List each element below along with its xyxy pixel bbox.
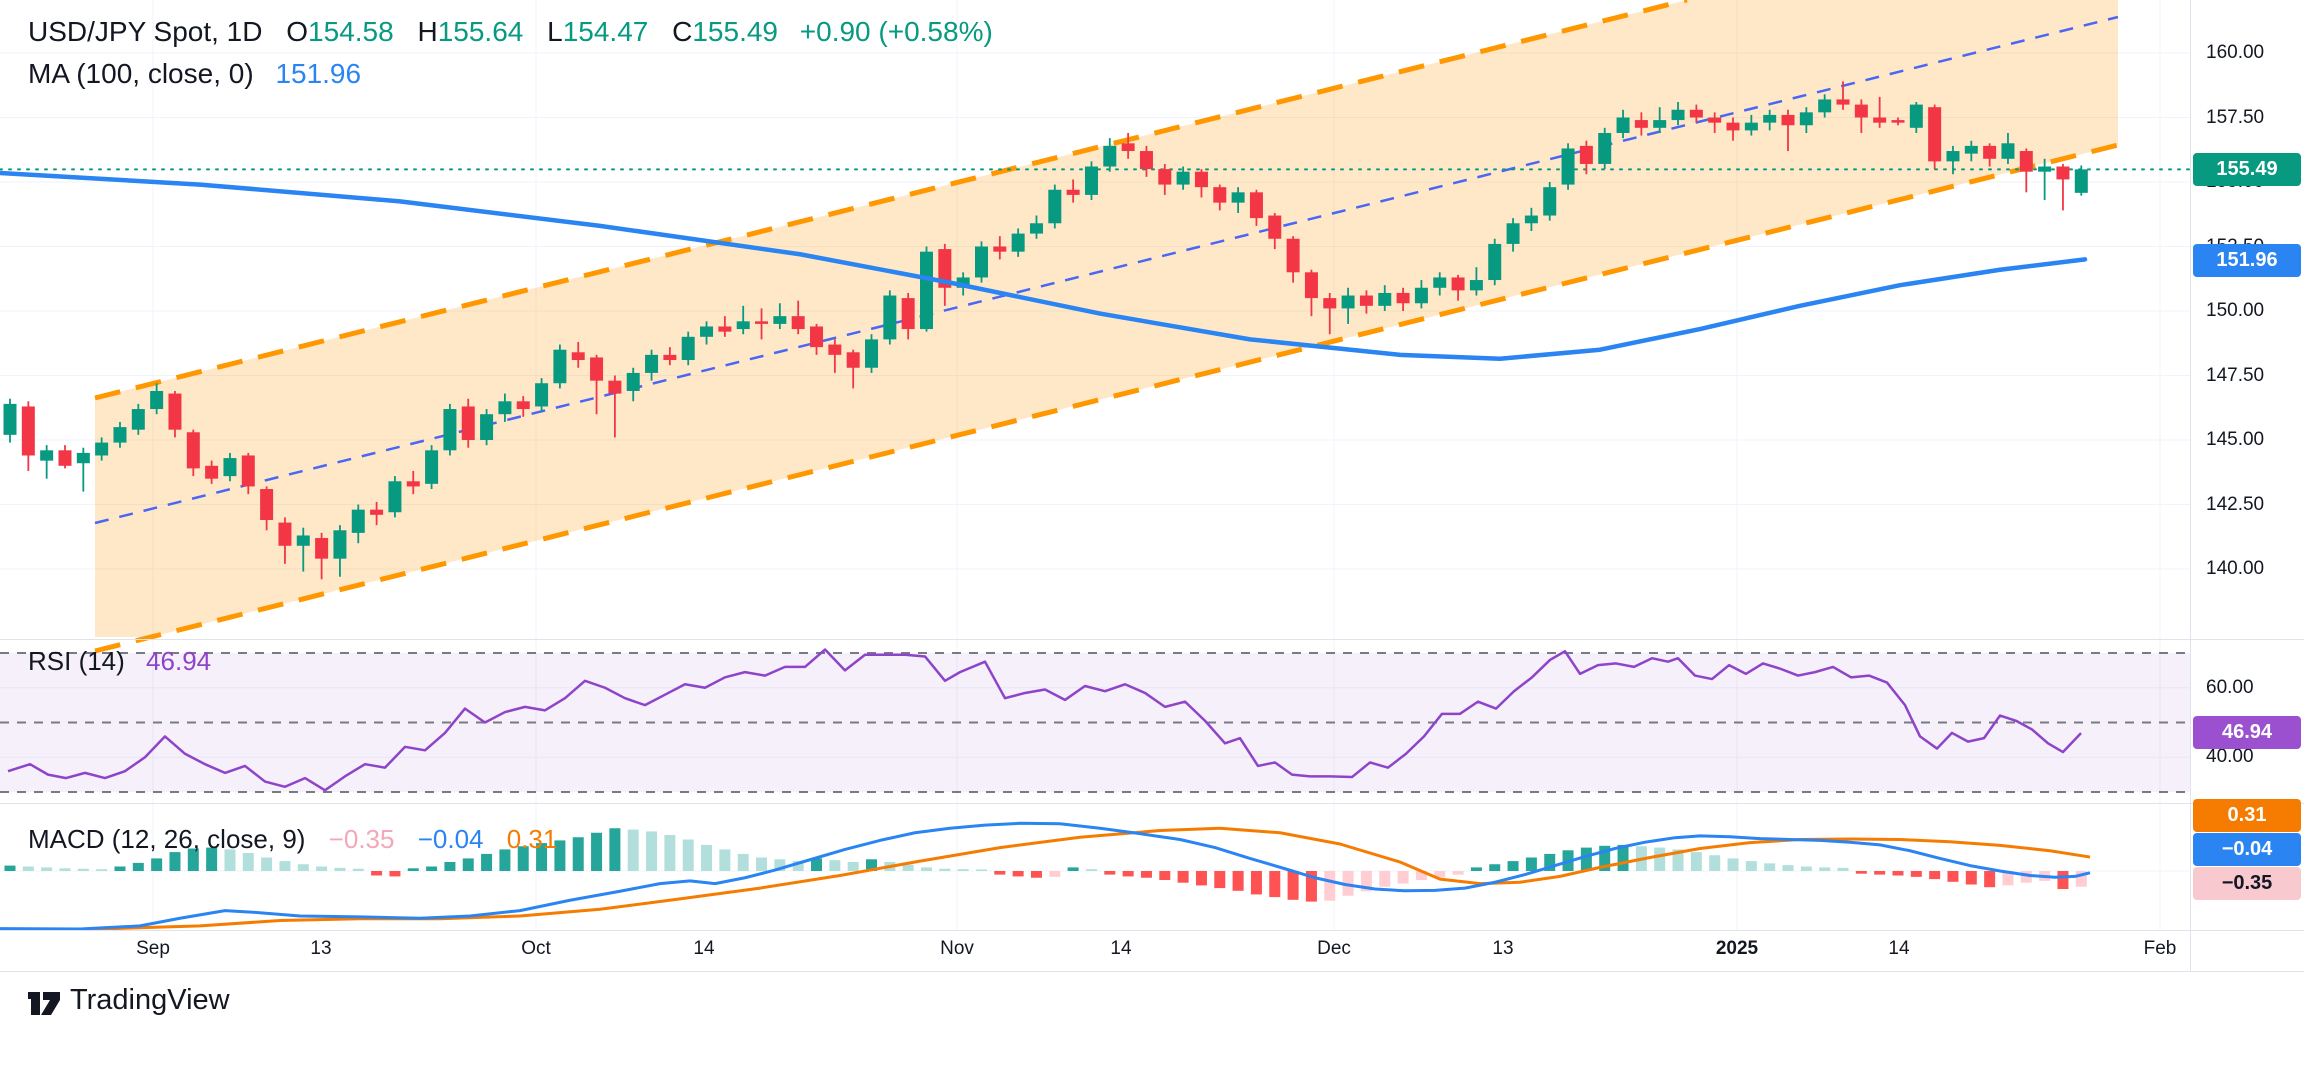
time-axis-label: Sep [136,938,170,959]
chart-bottom-border [0,971,2304,972]
time-axis-label: 14 [1888,938,1910,959]
tradingview-logo-text: TradingView [70,984,230,1016]
macd-pane-legend: MACD (12, 26, close, 9) −0.35 −0.04 0.31 [28,824,557,855]
rsi-axis-label: 40.00 [2206,746,2254,768]
macd-histogram [4,828,2087,902]
macd-signal-value: 0.31 [506,824,558,854]
macd-indicator-title[interactable]: MACD (12, 26, close, 9) [28,824,306,854]
pane-separator[interactable] [0,803,2304,804]
price-axis-label: 140.00 [2206,558,2265,579]
channel-fill [95,0,2118,637]
ma-value-badge: 151.96 [2193,244,2301,277]
channel-upper-line [94,0,1688,401]
high-label: H [417,16,438,47]
last-price-badge: 155.49 [2193,153,2301,186]
low-value: 154.47 [562,16,649,47]
price-axis-label: 160.00 [2206,42,2265,63]
ma-indicator-title[interactable]: MA (100, close, 0) [28,58,254,89]
tradingview-logo[interactable]: TradingView [26,984,230,1017]
macd-hist-value: −0.35 [328,824,395,854]
rsi-axis-label: 60.00 [2206,676,2254,698]
open-value: 154.58 [308,16,394,47]
symbol-title[interactable]: USD/JPY Spot, 1D [28,16,263,47]
high-value: 155.64 [437,16,524,47]
macd-line-badge: −0.04 [2193,833,2301,866]
time-axis-label: Dec [1317,938,1351,959]
change-value: +0.90 (+0.58%) [799,16,993,47]
time-axis-label: 2025 [1715,938,1759,959]
tradingview-logo-icon [28,991,60,1015]
open-label: O [286,16,309,47]
close-value: 155.49 [692,16,778,47]
macd-hist-badge: −0.35 [2193,867,2301,900]
time-axis-label: 13 [1492,938,1514,959]
price-axis-label: 142.50 [2206,493,2265,515]
rsi-indicator-value: 46.94 [146,646,212,676]
rsi-pane-legend: RSI (14) 46.94 [28,646,211,677]
price-axis-label: 147.50 [2206,364,2265,386]
pane-separator[interactable] [0,639,2304,640]
price-axis-label: 150.00 [2206,300,2265,321]
symbol-legend: USD/JPY Spot, 1D O154.58 H155.64 L154.47… [28,16,993,90]
candles-series [3,81,2088,580]
time-axis-label: 14 [1110,938,1132,959]
channel-lower-line [94,142,2119,654]
rsi-value-badge: 46.94 [2193,716,2301,749]
time-axis-label: Feb [2143,938,2177,959]
ma-100-line [0,170,2088,361]
price-axis-label: 145.00 [2206,429,2265,450]
ma-indicator-value: 151.96 [275,58,362,89]
time-axis-label: 14 [693,938,715,959]
time-axis-label: Nov [940,938,974,959]
macd-line [0,821,2091,930]
channel-mid-line [94,15,2119,525]
low-label: L [547,16,563,47]
time-axis-label: 13 [310,938,332,959]
price-axis-label: 157.50 [2206,106,2265,128]
time-axis-border [0,930,2304,931]
price-axis-border [2190,0,2191,971]
chart-canvas[interactable] [0,0,2190,930]
rsi-line [7,648,2082,792]
macd-line-value: −0.04 [417,824,484,854]
macd-signal-badge: 0.31 [2193,799,2301,832]
close-label: C [672,16,693,47]
time-axis-label: Oct [521,938,551,959]
rsi-indicator-title[interactable]: RSI (14) [28,646,125,676]
